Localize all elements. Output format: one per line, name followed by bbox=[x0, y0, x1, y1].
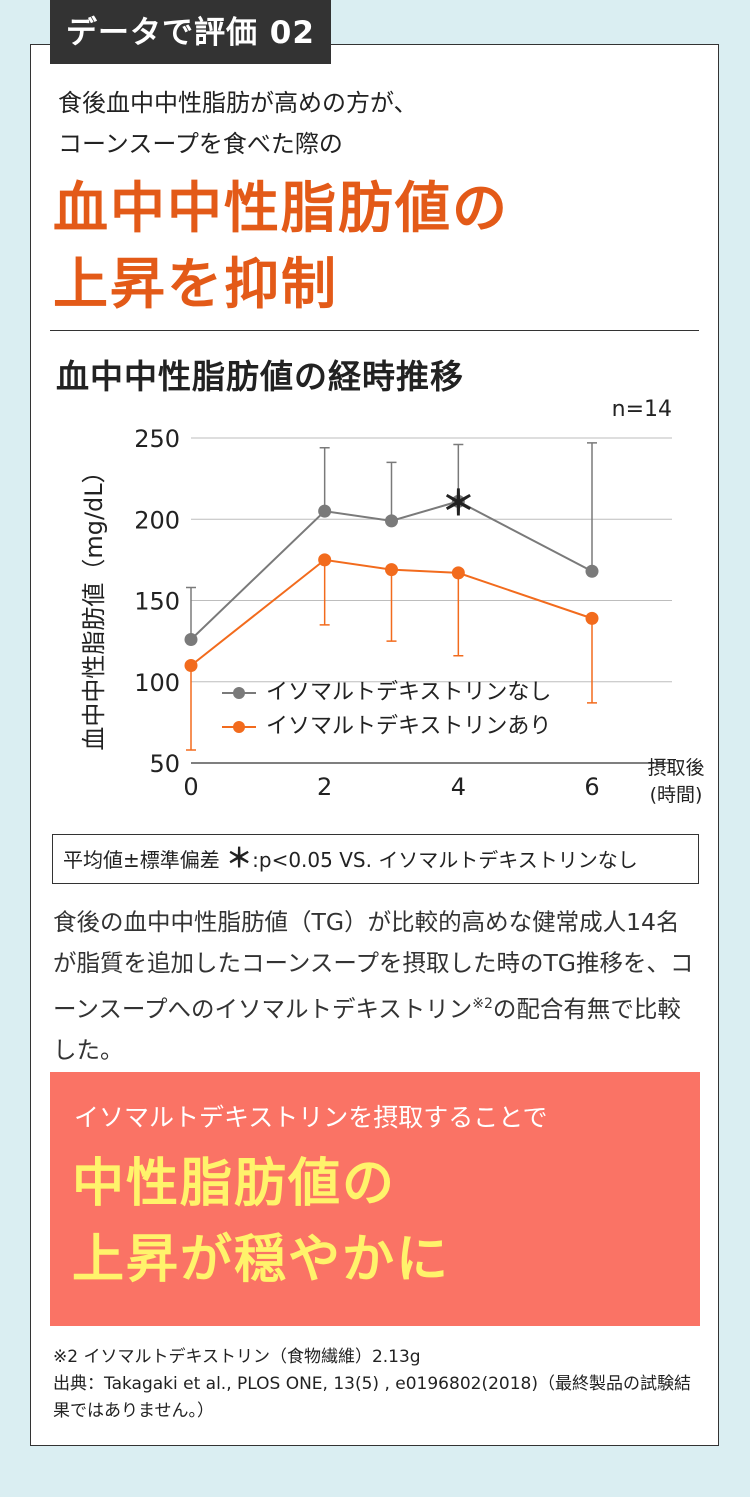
footnote: 出典：Takagaki et al., PLOS ONE, 13(5) , e0… bbox=[53, 1374, 691, 1421]
legend-label: イソマルトデキストリンなし bbox=[266, 680, 552, 705]
divider bbox=[50, 330, 699, 331]
data-point bbox=[385, 514, 398, 528]
x-tick-label: 4 bbox=[451, 773, 466, 801]
y-tick-label: 50 bbox=[149, 750, 180, 778]
data-point bbox=[184, 659, 198, 672]
study-description: 食後の血中中性脂肪値（TG）が比較的高めな健常成人14名が脂質を追加したコーンス… bbox=[53, 902, 701, 1071]
x-axis-label-unit: (時間) bbox=[650, 784, 703, 806]
data-point bbox=[585, 564, 599, 578]
data-point bbox=[318, 553, 332, 567]
significance-marker: ＊ bbox=[441, 484, 475, 524]
data-point bbox=[184, 633, 198, 646]
promo-lead: イソマルトデキストリンを摂取することで bbox=[74, 1103, 548, 1132]
x-tick-label: 6 bbox=[584, 773, 599, 801]
y-tick-label: 250 bbox=[134, 425, 180, 453]
headline-line: 上昇を抑制 bbox=[53, 252, 339, 316]
promo-main-line: 中性脂肪値の bbox=[72, 1154, 397, 1214]
significance-star-icon: ＊ bbox=[226, 844, 253, 874]
y-tick-label: 200 bbox=[134, 506, 180, 534]
legend-item-with: イソマルトデキストリンあり bbox=[222, 710, 551, 744]
chart-title: 血中中性脂肪値の経時推移 bbox=[56, 357, 464, 396]
footnote-ref: ※2 bbox=[472, 996, 493, 1012]
promo-banner: イソマルトデキストリンを摂取することで 中性脂肪値の 上昇が穏やかに bbox=[50, 1072, 700, 1326]
intro-line: コーンスープを食べた際の bbox=[58, 130, 343, 158]
legend-marker-icon bbox=[222, 710, 256, 744]
headline: 血中中性脂肪値の 上昇を抑制 bbox=[53, 170, 693, 322]
data-point bbox=[451, 566, 465, 580]
headline-line: 血中中性脂肪値の bbox=[53, 176, 510, 240]
data-point bbox=[451, 494, 465, 508]
promo-main: 中性脂肪値の 上昇が穏やかに bbox=[72, 1146, 450, 1298]
statistics-note: 平均値±標準偏差 ＊:p<0.05 VS. イソマルトデキストリンなし bbox=[52, 834, 699, 884]
x-tick-label: 0 bbox=[183, 773, 198, 801]
sample-size-label: n=14 bbox=[612, 397, 672, 422]
note-prefix: 平均値 bbox=[63, 848, 123, 872]
intro-line: 食後血中中性脂肪が高めの方が、 bbox=[58, 89, 418, 117]
promo-main-line: 上昇が穏やかに bbox=[72, 1230, 451, 1290]
data-point bbox=[585, 611, 599, 625]
legend-marker-icon bbox=[222, 676, 256, 710]
data-point bbox=[385, 563, 398, 577]
note-suffix: :p<0.05 VS. イソマルトデキストリンなし bbox=[252, 848, 638, 872]
y-tick-label: 150 bbox=[134, 588, 180, 616]
intro-text: 食後血中中性脂肪が高めの方が、 コーンスープを食べた際の bbox=[58, 83, 698, 165]
footnotes: ※2 イソマルトデキストリン（食物繊維）2.13g 出典：Takagaki et… bbox=[53, 1344, 703, 1425]
y-axis-label: 血中中性脂肪値（mg/dL） bbox=[80, 459, 108, 750]
data-point bbox=[318, 504, 332, 518]
note-middle: 標準偏差 bbox=[139, 848, 220, 872]
line-chart: n=14 250 200 150 100 500 2 4 6 摂取後 (時間) 血中中性脂肪値（mg/… bbox=[80, 397, 705, 806]
desc-text: 食後の血中中性脂肪値（TG）が比較的高めな健常成人14名が脂質を追加したコーンス… bbox=[53, 908, 694, 1023]
footnote: ※2 イソマルトデキストリン（食物繊維）2.13g bbox=[53, 1347, 421, 1367]
section-tag: データで評価 02 bbox=[50, 0, 331, 64]
y-tick-label: 100 bbox=[134, 669, 180, 697]
x-axis-label: 摂取後 bbox=[647, 757, 704, 779]
desc-tail: の配合有無で比較した。 bbox=[53, 994, 681, 1064]
x-tick-label: 2 bbox=[317, 773, 332, 801]
note-pm: ± bbox=[123, 848, 140, 872]
legend-item-none: イソマルトデキストリンなし bbox=[222, 676, 551, 710]
chart-legend: イソマルトデキストリンなし イソマルトデキストリンあり bbox=[222, 676, 551, 744]
legend-label: イソマルトデキストリンあり bbox=[266, 714, 552, 739]
